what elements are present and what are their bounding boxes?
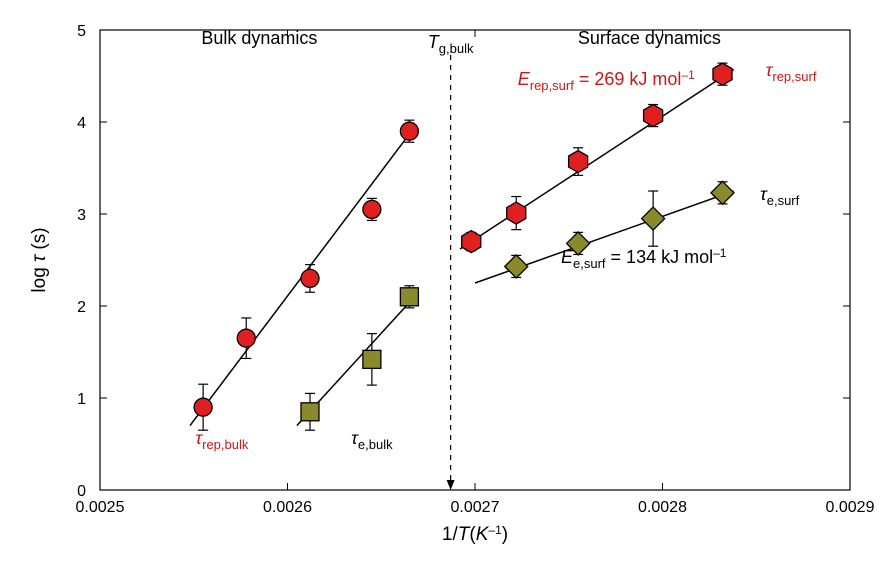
marker-e_surf-3 bbox=[711, 181, 734, 204]
marker-e_surf-0 bbox=[505, 255, 528, 278]
annotation-tau_e_bulk: τe,bulk bbox=[351, 428, 393, 452]
x-tick-label: 0.0025 bbox=[76, 499, 125, 516]
series-rep_surf bbox=[462, 63, 732, 252]
y-tick-label: 1 bbox=[77, 391, 86, 408]
annotation-tau_rep_surf: τrep,surf bbox=[766, 60, 817, 84]
y-tick-label: 5 bbox=[77, 23, 86, 40]
marker-e_bulk-0 bbox=[301, 403, 319, 421]
marker-rep_surf-0 bbox=[462, 231, 481, 253]
y-tick-label: 3 bbox=[77, 207, 86, 224]
marker-rep_surf-4 bbox=[713, 63, 732, 85]
marker-rep_bulk-3 bbox=[363, 200, 381, 218]
y-axis-label: log τ (s) bbox=[29, 227, 50, 292]
tg-label: Tg,bulk bbox=[428, 32, 474, 56]
x-tick-label: 0.0029 bbox=[826, 499, 875, 516]
y-tick-label: 0 bbox=[77, 483, 86, 500]
marker-rep_bulk-1 bbox=[237, 329, 255, 347]
y-tick-label: 4 bbox=[77, 115, 86, 132]
marker-e_bulk-1 bbox=[363, 350, 381, 368]
plot-frame bbox=[100, 30, 850, 490]
chart-container: 0.0025 0.0026 0.0027 0.0028 0.0029 0 1 2 3 4 5 1/T(… bbox=[0, 0, 893, 571]
series-e_bulk bbox=[301, 286, 418, 430]
marker-rep_bulk-2 bbox=[301, 269, 319, 287]
annotation-tau_rep_bulk: τrep,bulk bbox=[195, 428, 248, 452]
marker-rep_surf-1 bbox=[507, 202, 526, 224]
marker-rep_surf-3 bbox=[644, 105, 663, 127]
y-tick-label: 2 bbox=[77, 299, 86, 316]
fit-line-rep_surf bbox=[460, 70, 734, 249]
marker-rep_bulk-0 bbox=[194, 398, 212, 416]
x-tick-label: 0.0026 bbox=[263, 499, 312, 516]
region-left-label: Bulk dynamics bbox=[201, 28, 317, 48]
x-axis-label: 1/T(K–1) bbox=[442, 523, 508, 545]
marker-e_bulk-2 bbox=[400, 288, 418, 306]
marker-rep_bulk-4 bbox=[400, 122, 418, 140]
tg-arrowhead bbox=[447, 480, 455, 490]
x-tick-label: 0.0028 bbox=[638, 499, 687, 516]
marker-rep_surf-2 bbox=[569, 151, 588, 173]
arrhenius-chart: 0.0025 0.0026 0.0027 0.0028 0.0029 0 1 2 3 4 5 1/T(… bbox=[0, 0, 893, 571]
x-tick-label: 0.0027 bbox=[451, 499, 500, 516]
annotation-tau_e_surf: τe,surf bbox=[760, 184, 800, 208]
annotation-E_e_surf: Ee,surf = 134 kJ mol–1 bbox=[561, 246, 727, 271]
marker-e_surf-2 bbox=[642, 207, 665, 230]
region-right-label: Surface dynamics bbox=[578, 28, 721, 48]
annotation-E_rep_surf: Erep,surf = 269 kJ mol–1 bbox=[518, 68, 695, 93]
